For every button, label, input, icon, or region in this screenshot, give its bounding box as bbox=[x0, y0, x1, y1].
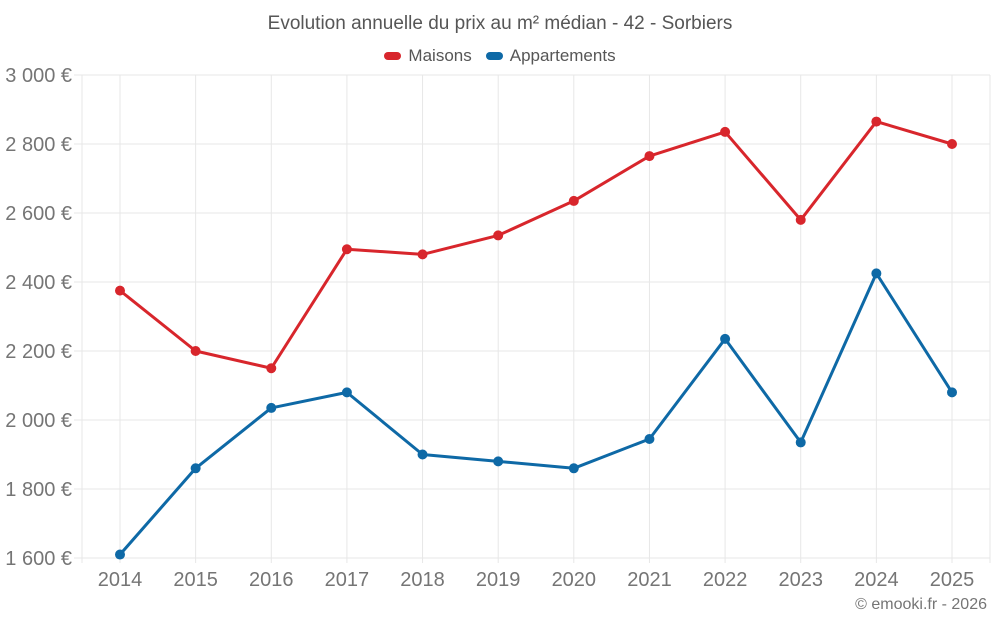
data-point-appartements-2016 bbox=[266, 402, 277, 413]
data-point-maisons-2022 bbox=[720, 126, 731, 137]
data-point-maisons-2024 bbox=[871, 116, 882, 127]
chart-legend: Maisons Appartements bbox=[0, 46, 1000, 66]
legend-item-appartements[interactable]: Appartements bbox=[485, 46, 616, 66]
chart-title: Evolution annuelle du prix au m² médian … bbox=[267, 13, 733, 34]
data-point-maisons-2018 bbox=[417, 249, 428, 260]
data-point-appartements-2021 bbox=[644, 433, 655, 444]
y-tick-label: 2 600 € bbox=[5, 203, 72, 225]
maisons-color-swatch bbox=[384, 52, 402, 60]
data-point-appartements-2022 bbox=[720, 333, 731, 344]
series-line-appartements bbox=[118, 271, 954, 557]
data-point-maisons-2017 bbox=[341, 244, 352, 255]
x-tick-label: 2017 bbox=[325, 569, 370, 591]
x-tick-label: 2016 bbox=[249, 569, 294, 591]
appartements-color-swatch bbox=[485, 52, 503, 60]
data-point-maisons-2020 bbox=[568, 195, 579, 206]
x-tick-label: 2014 bbox=[98, 569, 143, 591]
data-point-maisons-2016 bbox=[266, 363, 277, 374]
y-tick-label: 2 000 € bbox=[5, 410, 72, 432]
x-tick-label: 2018 bbox=[400, 569, 445, 591]
x-tick-label: 2023 bbox=[778, 569, 823, 591]
y-tick-label: 1 600 € bbox=[5, 548, 72, 570]
x-tick-label: 2025 bbox=[930, 569, 975, 591]
legend-item-maisons[interactable]: Maisons bbox=[384, 46, 472, 66]
y-tick-label: 2 200 € bbox=[5, 341, 72, 363]
x-tick-label: 2024 bbox=[854, 569, 899, 591]
data-point-appartements-2015 bbox=[190, 463, 201, 474]
data-point-appartements-2018 bbox=[417, 449, 428, 460]
copyright-credit: © emooki.fr - 2026 bbox=[855, 596, 987, 613]
y-tick-label: 3 000 € bbox=[5, 65, 72, 87]
data-point-appartements-2023 bbox=[795, 437, 806, 448]
data-point-appartements-2020 bbox=[568, 463, 579, 474]
series-line-maisons bbox=[118, 120, 954, 370]
data-point-appartements-2024 bbox=[871, 268, 882, 279]
y-tick-label: 1 800 € bbox=[5, 479, 72, 501]
data-point-appartements-2014 bbox=[115, 549, 125, 560]
x-tick-label: 2020 bbox=[552, 569, 597, 591]
data-point-maisons-2015 bbox=[190, 346, 201, 356]
data-point-maisons-2014 bbox=[115, 285, 125, 296]
data-point-maisons-2025 bbox=[947, 139, 957, 149]
data-point-maisons-2023 bbox=[795, 214, 806, 225]
x-tick-label: 2019 bbox=[476, 569, 521, 591]
data-point-appartements-2025 bbox=[947, 387, 957, 398]
data-point-appartements-2017 bbox=[341, 387, 352, 398]
data-point-maisons-2019 bbox=[493, 230, 504, 241]
x-tick-label: 2021 bbox=[627, 569, 672, 591]
x-tick-label: 2022 bbox=[703, 569, 748, 591]
y-tick-label: 2 400 € bbox=[5, 272, 72, 294]
legend-label-appartements: Appartements bbox=[509, 46, 616, 65]
x-tick-label: 2015 bbox=[173, 569, 218, 591]
data-point-maisons-2021 bbox=[644, 151, 655, 162]
legend-label-maisons: Maisons bbox=[408, 46, 472, 65]
data-point-appartements-2019 bbox=[493, 456, 504, 467]
y-tick-label: 2 800 € bbox=[5, 134, 72, 156]
